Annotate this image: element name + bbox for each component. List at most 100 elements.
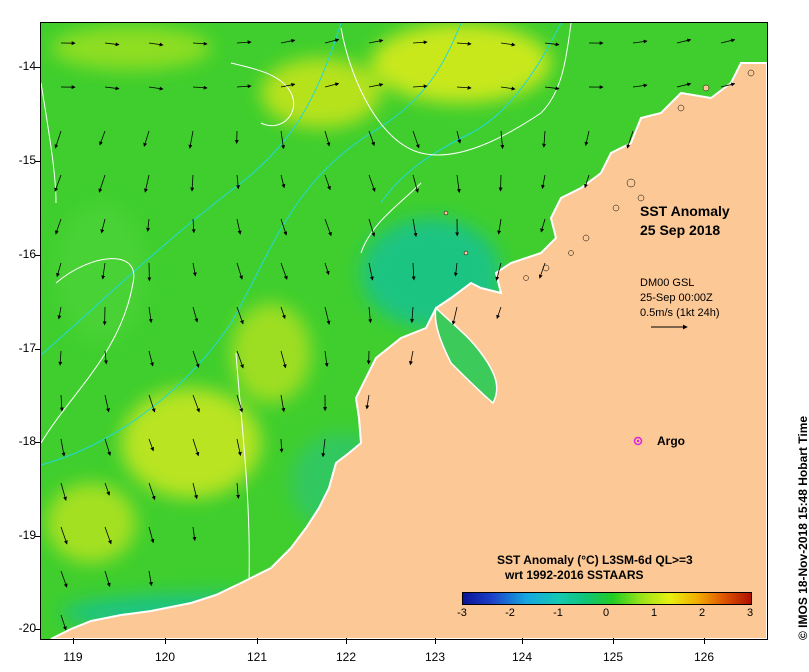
current-vector-arrow <box>280 262 288 280</box>
current-vector-arrow <box>143 174 150 193</box>
current-vector-arrow <box>324 262 330 276</box>
current-vector-arrow <box>324 82 340 88</box>
current-vector-arrow <box>60 526 68 545</box>
current-vector-arrow <box>148 350 154 367</box>
current-vector-arrow <box>60 482 67 501</box>
colorbar-tick: 3 <box>746 607 754 619</box>
current-vector-arrow <box>99 130 106 146</box>
y-tick-label: -15 <box>18 153 36 167</box>
y-tick-label: -20 <box>18 621 36 635</box>
current-vector-arrow <box>188 130 194 149</box>
y-tick-label: -16 <box>18 247 36 261</box>
map-title-line1: SST Anomaly <box>640 203 730 219</box>
current-vector-arrow <box>236 262 243 280</box>
current-vector-arrow <box>584 130 590 146</box>
current-vector-arrow <box>368 130 375 147</box>
current-vector-arrow <box>192 350 200 368</box>
current-vector-arrow <box>451 306 458 325</box>
x-tick-label: 120 <box>154 650 176 664</box>
colorbar-tick: 2 <box>698 607 706 619</box>
current-vector-arrow <box>58 350 63 366</box>
y-tick-label: -19 <box>18 528 36 542</box>
vector-scale: 0.5m/s (1kt 24h) <box>640 307 720 319</box>
current-vector-arrow <box>59 394 64 412</box>
current-vector-arrow <box>100 218 106 234</box>
colorbar-tick: -2 <box>505 607 515 619</box>
map-title: SST Anomaly 25 Sep 2018 <box>640 202 730 240</box>
current-vector-arrow <box>148 394 156 413</box>
current-vector-arrow <box>280 306 286 320</box>
current-vector-arrow <box>626 130 634 149</box>
x-tick-label: 121 <box>246 650 268 664</box>
current-vector-arrow <box>456 174 461 194</box>
current-vector-arrow <box>236 438 242 456</box>
current-vector-arrow <box>192 85 208 90</box>
current-vector-arrow <box>321 438 326 458</box>
current-vector-arrow <box>236 350 244 369</box>
current-vector-arrow <box>98 174 106 193</box>
current-vector-arrow <box>192 526 197 542</box>
argo-float-marker <box>633 436 643 446</box>
current-vector-arrow <box>500 130 505 150</box>
x-tick-label: 126 <box>693 650 715 664</box>
current-vector-arrow <box>541 174 546 189</box>
x-tickmark <box>613 638 614 644</box>
current-vector-arrow <box>324 350 329 368</box>
current-vector-arrow <box>498 174 503 192</box>
current-vector-arrow <box>324 174 331 191</box>
current-vector-arrow <box>280 130 286 150</box>
x-tick-label: 123 <box>424 650 446 664</box>
current-vector-arrow <box>368 82 384 88</box>
current-vector-arrow <box>236 84 252 89</box>
current-vector-arrow <box>500 86 516 91</box>
current-vector-arrow <box>538 262 546 279</box>
current-vector-arrow <box>236 306 244 325</box>
current-vector-arrow <box>496 306 502 320</box>
sst-map-canvas <box>41 23 767 639</box>
current-vector-arrow <box>101 262 106 280</box>
current-vector-arrow <box>720 38 736 44</box>
current-vector-arrow <box>584 174 590 189</box>
current-vector-arrow <box>56 262 62 278</box>
colorbar-tick: -3 <box>457 607 467 619</box>
current-vector-arrow <box>104 394 110 413</box>
current-vector-arrow <box>280 350 287 369</box>
x-tickmark <box>73 638 74 644</box>
x-tickmark <box>346 638 347 644</box>
current-vector-arrow <box>143 130 150 147</box>
current-vector-arrow <box>192 306 199 323</box>
sst-map[interactable] <box>40 22 768 640</box>
current-vector-arrow <box>412 84 428 89</box>
current-vector-arrow <box>280 38 296 44</box>
x-tickmark <box>704 638 705 644</box>
current-vector-arrow <box>192 41 208 46</box>
current-vector-arrow <box>148 42 164 47</box>
x-tickmark <box>165 638 166 644</box>
current-vector-arrow <box>632 83 648 88</box>
current-vector-arrow <box>408 350 414 366</box>
current-vector-arrow <box>411 262 416 281</box>
current-vector-arrow <box>55 218 62 235</box>
credit-label: © IMOS 18-Nov-2018 15:48 Hobart Time <box>796 415 809 640</box>
current-vector-arrow <box>57 306 62 320</box>
current-vector-arrow <box>410 306 415 324</box>
colorbar-title-line2: wrt 1992-2016 SSTAARS <box>505 568 644 582</box>
current-vector-arrow <box>632 39 648 44</box>
current-vector-arrow <box>236 482 241 499</box>
colorbar-title: SST Anomaly (°C) L3SM-6d QL>=3 wrt 1992-… <box>497 553 693 583</box>
current-vector-arrow <box>60 438 66 457</box>
current-vector-arrow <box>544 42 560 47</box>
current-vector-arrow <box>148 482 156 501</box>
current-vector-arrow <box>236 174 241 190</box>
vector-info: DM00 GSL 25-Sep 00:00Z 0.5m/s (1kt 24h) <box>640 276 719 321</box>
y-tickmark <box>35 629 41 630</box>
current-vector-arrow <box>324 218 332 237</box>
current-vector-arrow <box>456 85 472 90</box>
current-vector-arrow <box>192 482 198 500</box>
current-vector-arrow <box>192 438 200 457</box>
current-vector-arrow <box>365 394 370 410</box>
current-vector-arrow <box>324 130 331 147</box>
current-vector-arrow <box>104 526 112 545</box>
x-tickmark <box>435 638 436 644</box>
current-vector-arrow <box>190 174 195 192</box>
